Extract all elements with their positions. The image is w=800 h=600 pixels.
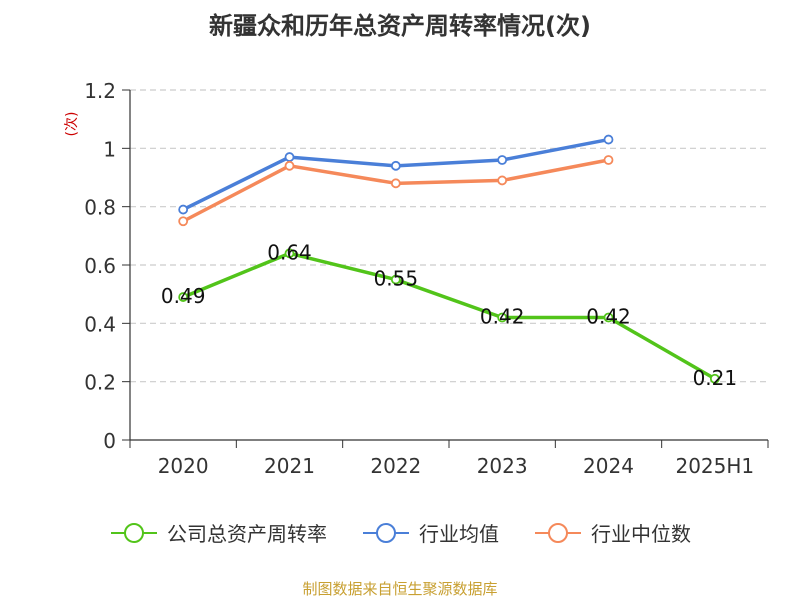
series-0-point-5 — [709, 373, 720, 384]
data-labels: 0.49 0.64 0.55 0.42 0.42 0.21 — [161, 240, 737, 389]
x-tick-label-3: 2023 — [477, 454, 528, 478]
data-label-1: 0.64 — [267, 240, 312, 264]
legend-item-0: 公司总资产周转率 — [109, 518, 327, 547]
legend-item-1: 行业均值 — [361, 518, 499, 547]
y-tick-label-4: 0.8 — [84, 196, 116, 220]
legend-item-2: 行业中位数 — [533, 518, 691, 547]
legend-label-2: 行业中位数 — [591, 522, 691, 546]
legend-symbol-0 — [111, 522, 157, 543]
series-2-point-0 — [178, 216, 189, 227]
legend-label-1: 行业均值 — [419, 522, 499, 546]
series-0-point-3 — [497, 312, 508, 323]
gridlines — [130, 89, 768, 383]
series-line-0 — [182, 251, 716, 381]
series-1-point-0 — [178, 204, 189, 215]
series-2-point-2 — [390, 178, 401, 189]
series-2-point-1 — [284, 160, 295, 171]
x-tick-label-5: 2025H1 — [675, 454, 754, 478]
y-axis-unit-label: (次) — [64, 112, 80, 137]
y-tick-label-5: 1 — [103, 137, 116, 161]
data-label-2: 0.55 — [374, 267, 419, 291]
x-tick-label-2: 2022 — [370, 454, 421, 478]
y-tick-label-2: 0.4 — [84, 312, 116, 336]
data-label-0: 0.49 — [161, 284, 206, 308]
y-tick-label-1: 0.2 — [84, 371, 116, 395]
series-2-point-3 — [497, 175, 508, 186]
series-0-point-1 — [284, 248, 295, 259]
data-label-4: 0.42 — [586, 305, 631, 329]
series-1-point-3 — [497, 155, 508, 165]
chart-title: 新疆众和历年总资产周转率情况(次) — [209, 12, 591, 40]
legend-symbol-1 — [363, 522, 409, 543]
y-tick-label-6: 1.2 — [84, 79, 116, 103]
y-tick-label-3: 0.6 — [84, 254, 116, 278]
x-tick-label-4: 2024 — [583, 454, 634, 478]
legend-label-0: 公司总资产周转率 — [167, 522, 327, 546]
legend: 公司总资产周转率 行业均值 行业中位数 — [0, 518, 800, 547]
series-1-point-1 — [284, 152, 295, 162]
series-0-point-4 — [603, 312, 614, 323]
data-label-5: 0.21 — [693, 366, 738, 390]
series — [178, 134, 720, 384]
series-1-point-2 — [390, 160, 401, 171]
source-note: 制图数据来自恒生聚源数据库 — [302, 580, 498, 598]
series-2-point-4 — [603, 155, 614, 165]
axes: 0 0.2 0.4 0.6 0.8 1 1.2 2020 2021 2022 2023 2024 202… — [84, 79, 769, 478]
legend-symbol-2 — [535, 522, 581, 543]
series-0-point-0 — [178, 292, 189, 302]
x-tick-label-1: 2021 — [264, 454, 315, 478]
x-tick-label-0: 2020 — [158, 454, 209, 478]
series-line-1 — [182, 137, 609, 212]
data-label-3: 0.42 — [480, 305, 525, 329]
y-tick-label-0: 0 — [103, 429, 116, 453]
series-1-point-4 — [603, 134, 614, 145]
series-0-point-2 — [390, 274, 401, 285]
